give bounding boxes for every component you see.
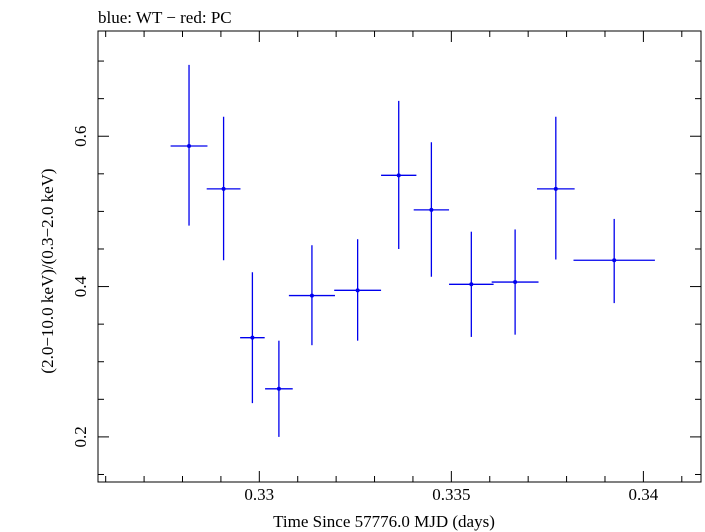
plot-frame [97,30,702,483]
point-marker [187,144,192,149]
point-marker [612,258,617,263]
data-series [170,64,655,437]
axis-ticks: 0.33 0.335 0.34 0.2 0.4 0.6 [71,31,701,504]
point-marker [513,280,518,285]
point-marker [250,335,255,340]
point-marker [276,386,281,391]
data-point [170,64,208,226]
data-point [381,100,417,249]
point-marker [221,186,226,191]
data-point [334,239,382,341]
data-point [265,340,293,437]
point-marker [309,293,314,298]
data-point [536,116,575,260]
data-point [240,272,265,404]
x-tick-label: 0.335 [432,485,470,504]
x-axis-label: Time Since 57776.0 MJD (days) [273,512,495,531]
point-marker [469,282,474,287]
data-point [449,231,494,337]
x-tick-label: 0.34 [629,485,659,504]
data-point [206,116,241,261]
y-tick-label: 0.4 [71,275,90,297]
data-point [491,229,539,335]
point-marker [396,173,401,178]
chart-title: blue: WT − red: PC [98,8,232,27]
data-point [288,245,335,346]
point-marker [553,186,558,191]
data-point [413,142,450,277]
data-point [573,218,655,304]
y-axis-label: (2.0−10.0 keV)/(0.3−2.0 keV) [38,168,57,373]
x-tick-label: 0.33 [244,485,274,504]
point-marker [429,207,434,212]
y-tick-label: 0.2 [71,426,90,447]
point-marker [355,288,360,293]
y-tick-label: 0.6 [71,126,90,147]
